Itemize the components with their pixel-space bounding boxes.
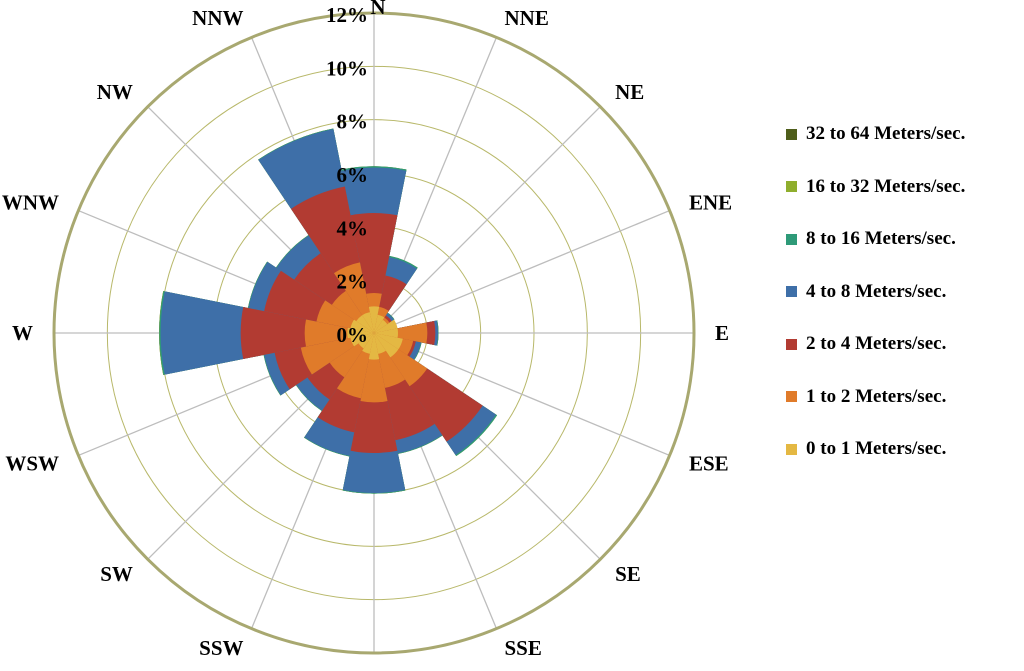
- radial-tick-label: 2%: [337, 270, 369, 294]
- radial-tick-label: 4%: [337, 216, 369, 240]
- legend-swatch: [786, 128, 797, 140]
- outer-ring: [52, 11, 696, 655]
- wind-sector-bar: [368, 333, 380, 360]
- wind-sector-bar: [358, 333, 374, 349]
- direction-label: ESE: [689, 452, 729, 476]
- direction-label: WNW: [2, 191, 59, 215]
- direction-label: NNW: [192, 6, 243, 30]
- wind-sector-bar: [374, 319, 388, 333]
- wind-sector-bar: [374, 333, 399, 358]
- legend-entry: 16 to 32 Meters/sec.: [786, 161, 1022, 214]
- legend-swatch: [786, 286, 797, 298]
- legend-entry: 1 to 2 Meters/sec.: [786, 371, 1022, 424]
- legend-entry: 4 to 8 Meters/sec.: [786, 266, 1022, 319]
- legend-label: 4 to 8 Meters/sec.: [806, 280, 947, 302]
- legend-entry: 32 to 64 Meters/sec.: [786, 108, 1022, 161]
- legend-label: 2 to 4 Meters/sec.: [806, 333, 947, 355]
- radial-tick-label: 8%: [337, 110, 369, 134]
- wind-sector-bar: [362, 312, 374, 333]
- wind-sector-bar: [374, 333, 403, 350]
- wind-sector-bar: [360, 333, 388, 403]
- wind-sector-bar: [362, 333, 374, 354]
- direction-label: SSW: [199, 636, 243, 660]
- spoke-line: [373, 332, 670, 457]
- direction-label: ENE: [689, 191, 732, 215]
- wind-sector-bar: [350, 333, 374, 347]
- radial-tick-label: 12%: [326, 3, 368, 27]
- legend-swatch: [786, 443, 797, 455]
- direction-label: SW: [100, 562, 133, 586]
- direction-label: N: [370, 0, 385, 19]
- legend-label: 32 to 64 Meters/sec.: [806, 123, 966, 145]
- wind-sector-bar: [374, 319, 398, 333]
- legend-swatch: [786, 181, 797, 193]
- legend-swatch: [786, 233, 797, 245]
- wind-sector-bar: [374, 333, 386, 354]
- legend-swatch: [786, 338, 797, 350]
- direction-label: WSW: [5, 452, 59, 476]
- wind-sector-bar: [304, 319, 374, 347]
- legend: 32 to 64 Meters/sec. 16 to 32 Meters/sec…: [786, 108, 1022, 476]
- wind-sector-bar: [374, 322, 428, 344]
- legend-entry: 0 to 1 Meters/sec.: [786, 423, 1022, 476]
- spoke-line: [373, 209, 670, 334]
- wind-sector-bar: [374, 314, 385, 333]
- direction-label: W: [12, 321, 33, 345]
- wind-sector-bar: [350, 213, 398, 333]
- wind-sector-bar: [350, 319, 374, 333]
- direction-label: SSE: [505, 636, 542, 660]
- direction-label: NW: [97, 80, 133, 104]
- direction-label: E: [715, 321, 729, 345]
- wind-sector-bar: [368, 306, 380, 333]
- legend-label: 8 to 16 Meters/sec.: [806, 228, 956, 250]
- direction-label: NE: [615, 80, 644, 104]
- radial-tick-label: 10%: [326, 56, 368, 80]
- spoke-line: [373, 106, 601, 334]
- legend-label: 1 to 2 Meters/sec.: [806, 385, 947, 407]
- legend-label: 0 to 1 Meters/sec.: [806, 438, 947, 460]
- legend-entry: 2 to 4 Meters/sec.: [786, 318, 1022, 371]
- radial-tick-label: 0%: [337, 323, 369, 347]
- legend-swatch: [786, 391, 797, 403]
- legend-entry: 8 to 16 Meters/sec.: [786, 213, 1022, 266]
- wind-sector-bar: [356, 315, 374, 333]
- direction-label: NNE: [505, 6, 549, 30]
- wind-sector-bar: [347, 327, 374, 339]
- legend-label: 16 to 32 Meters/sec.: [806, 175, 966, 197]
- radial-tick-label: 6%: [337, 163, 369, 187]
- direction-label: SE: [615, 562, 641, 586]
- wind-sector-bar: [374, 328, 399, 338]
